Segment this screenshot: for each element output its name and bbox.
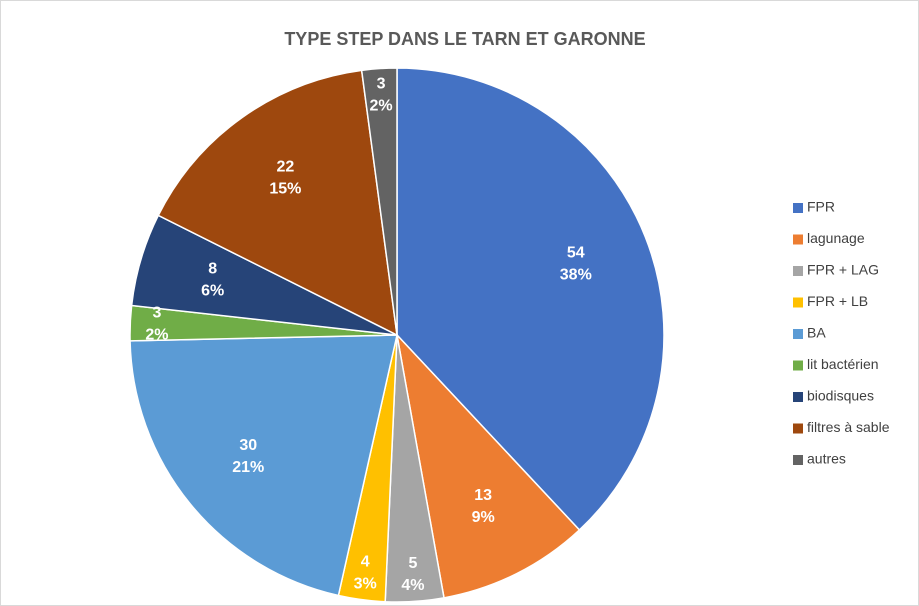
legend-label: FPR — [807, 199, 835, 215]
legend-label: lagunage — [807, 230, 865, 246]
data-label-percent: 2% — [145, 327, 168, 344]
legend-label: FPR + LB — [807, 293, 868, 309]
pie-slice — [129, 334, 398, 597]
legend-swatch — [793, 455, 803, 465]
data-label-percent: 4% — [401, 577, 424, 594]
data-label-percent: 3% — [354, 575, 377, 592]
legend-swatch — [793, 203, 803, 213]
data-label: 3 — [377, 75, 386, 92]
data-label: 54 — [567, 245, 585, 262]
data-label: 13 — [474, 487, 492, 504]
chart-title: TYPE STEP DANS LE TARN ET GARONNE — [284, 29, 645, 49]
data-label-percent: 6% — [201, 283, 224, 300]
legend-label: autres — [807, 451, 846, 467]
pie-slice — [360, 67, 398, 336]
legend-swatch — [793, 360, 803, 371]
data-label: 5 — [408, 555, 417, 572]
data-label-percent: 2% — [370, 97, 393, 114]
data-label-percent: 9% — [472, 509, 495, 526]
legend-label: lit bactérien — [807, 356, 879, 372]
legend-swatch — [793, 234, 803, 245]
data-label: 4 — [361, 553, 370, 570]
data-label-percent: 15% — [269, 181, 301, 198]
data-label-percent: 38% — [560, 267, 592, 284]
data-label: 3 — [152, 305, 161, 322]
legend-label: biodisques — [807, 388, 874, 404]
data-label-percent: 21% — [232, 459, 264, 476]
legend-swatch — [793, 423, 803, 434]
legend-swatch — [793, 392, 803, 402]
pie-slice — [395, 332, 581, 599]
legend-label: filtres à sable — [807, 419, 890, 435]
legend-swatch — [793, 266, 803, 276]
legend-swatch — [793, 297, 803, 308]
data-label: 30 — [239, 437, 257, 454]
pie-slice — [396, 67, 665, 532]
data-label: 22 — [276, 159, 294, 176]
data-label: 8 — [208, 261, 217, 278]
legend-label: BA — [807, 325, 826, 341]
pie-slice — [157, 69, 398, 337]
legend-swatch — [793, 329, 803, 339]
legend-label: FPR + LAG — [807, 262, 879, 278]
